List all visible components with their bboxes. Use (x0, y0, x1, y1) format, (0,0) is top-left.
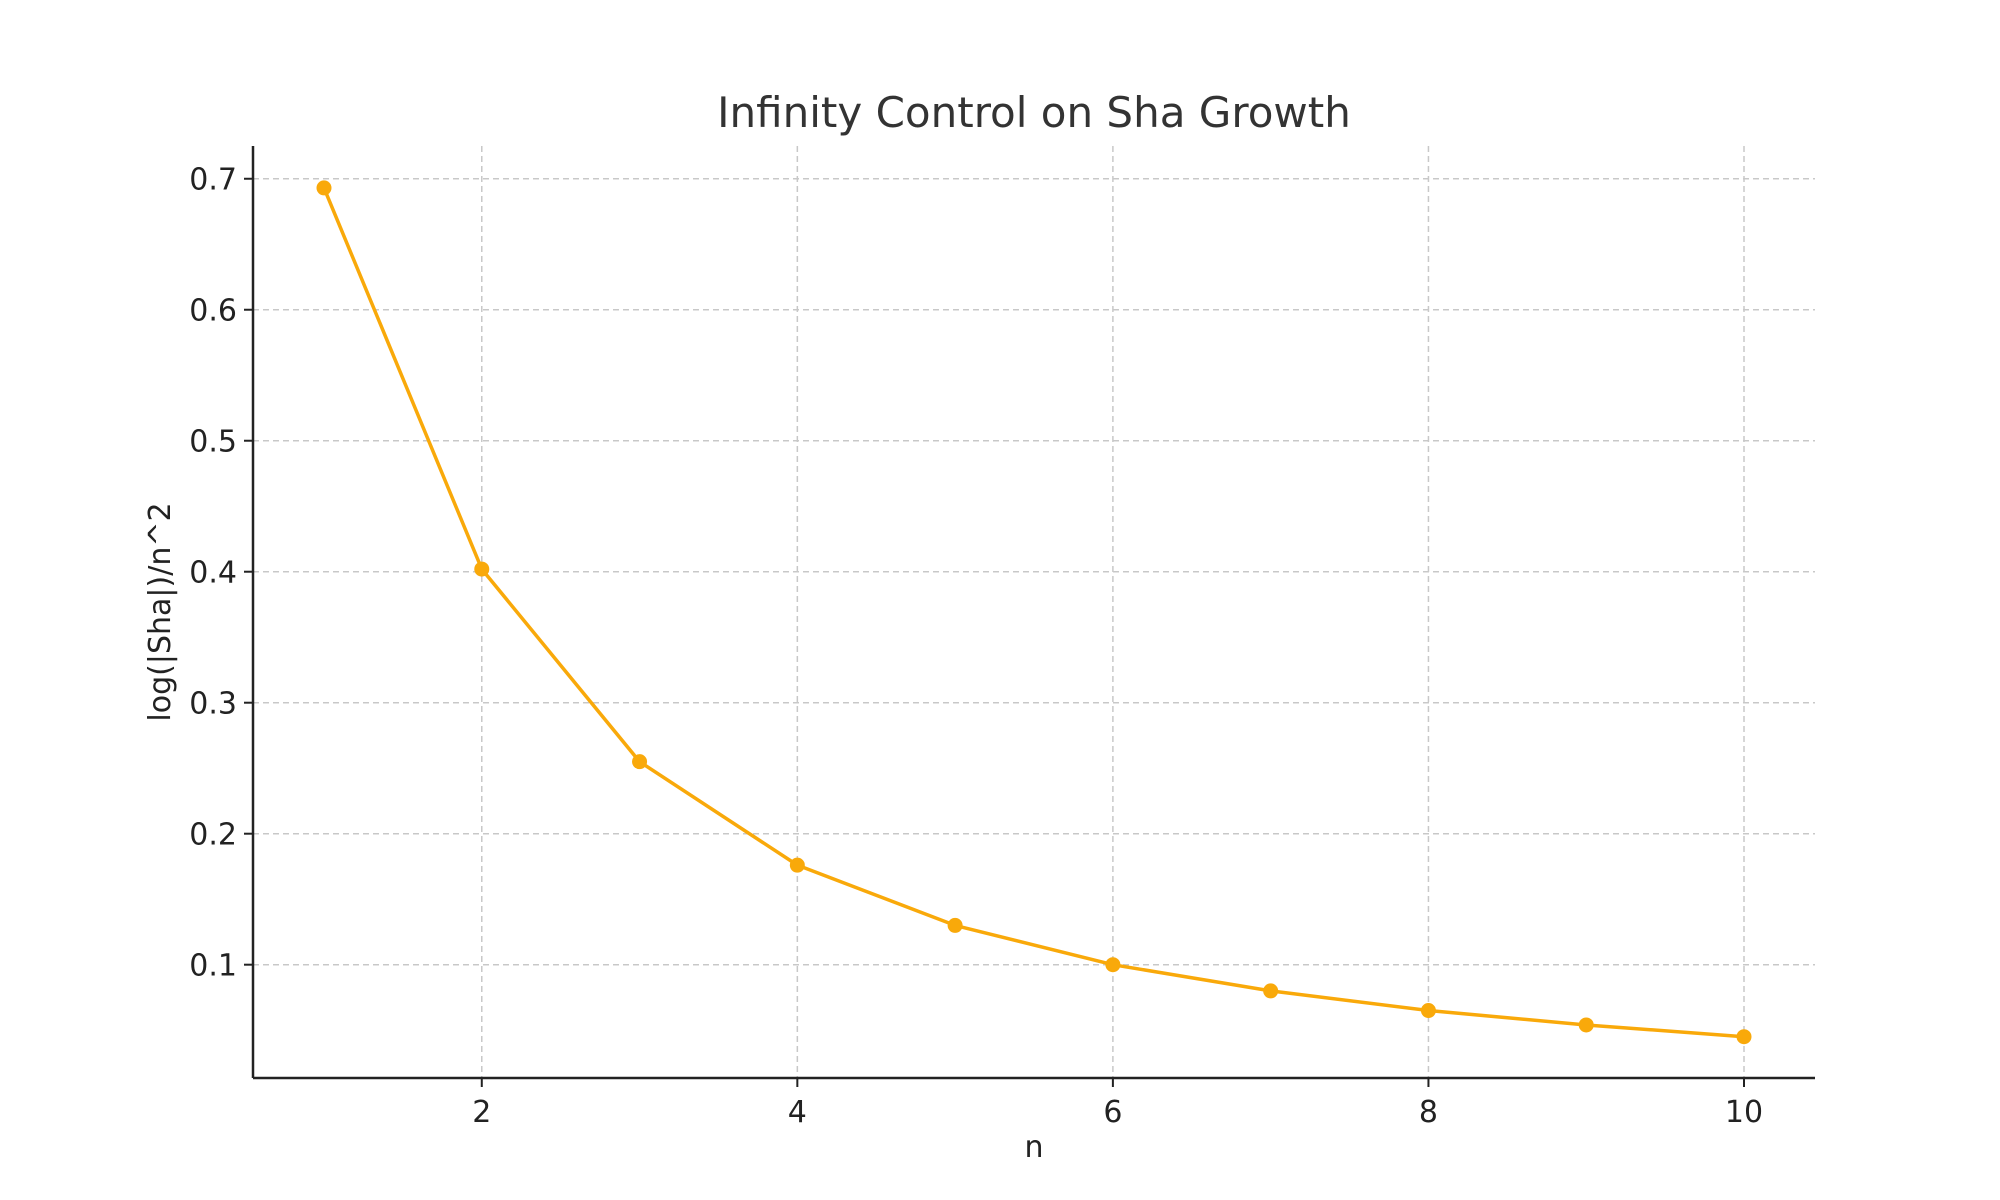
y-axis-label: log(|Sha|)/n^2 (143, 502, 178, 721)
data-point-n5 (947, 917, 963, 933)
y-tick-label: 0.5 (189, 425, 237, 460)
x-tick-label: 8 (1419, 1095, 1438, 1130)
axes-layer (251, 146, 1815, 1080)
y-tick-label: 0.1 (189, 949, 237, 984)
y-tick-label: 0.7 (189, 163, 237, 198)
y-tick-label: 0.2 (189, 818, 237, 853)
x-axis-label: n (1024, 1130, 1043, 1165)
data-point-n10 (1736, 1029, 1752, 1045)
series-line (322, 187, 1745, 1039)
data-point-n4 (789, 857, 805, 873)
data-point-n2 (474, 561, 490, 577)
series-layer (316, 180, 1752, 1045)
y-tick-label: 0.3 (189, 687, 237, 722)
x-tick-label: 6 (1103, 1095, 1122, 1130)
data-point-n7 (1263, 983, 1279, 999)
x-tick-label: 4 (788, 1095, 807, 1130)
data-point-n1 (316, 180, 332, 196)
x-tick-label: 10 (1725, 1095, 1763, 1130)
grid-layer (253, 146, 1815, 1078)
data-point-n9 (1578, 1017, 1594, 1033)
data-point-n6 (1105, 957, 1121, 973)
x-tick-label: 2 (472, 1095, 491, 1130)
y-tick-label: 0.6 (189, 294, 237, 329)
ticks-layer: 2 4 6 8 10 0.1 0.2 0.3 0.4 0.5 0.6 0.7 (189, 163, 1763, 1130)
data-point-n8 (1420, 1003, 1436, 1019)
chart-title: Infinity Control on Sha Growth (717, 88, 1351, 137)
data-point-n3 (632, 754, 648, 770)
y-tick-label: 0.4 (189, 556, 237, 591)
